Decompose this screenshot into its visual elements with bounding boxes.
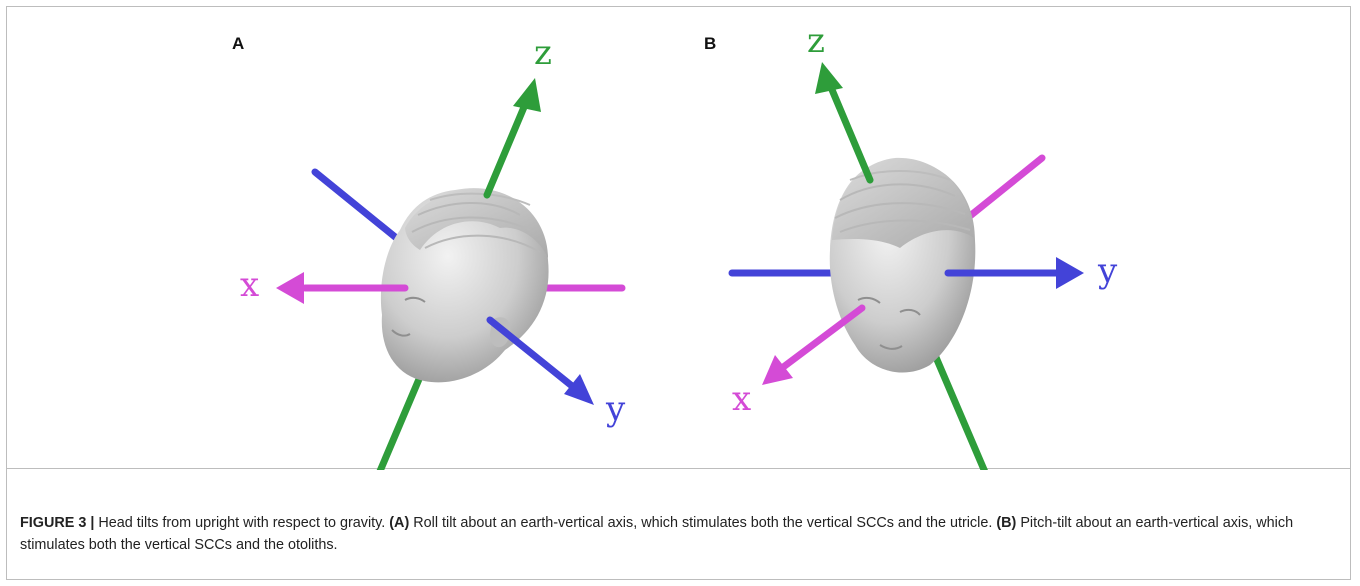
panel-b-graphic (728, 62, 1084, 470)
figure-frame (6, 6, 1351, 580)
panel-a-x-arrowhead (276, 272, 304, 304)
figure-number: FIGURE 3 | (20, 515, 95, 531)
panel-a-y-arrowhead (564, 374, 594, 405)
figure-illustration (276, 62, 1084, 470)
panel-a-z-label: z (534, 33, 552, 73)
panel-b-x-arrowhead (762, 355, 793, 385)
panel-b-z-axis-back (931, 351, 988, 470)
panel-b-z-arrowhead (815, 62, 843, 94)
panel-b-y-label: y (1098, 251, 1118, 291)
caption-b-label: (B) (996, 515, 1017, 531)
caption-intro: Head tilts from upright with respect to … (94, 515, 390, 531)
panel-a-z-axis-back (376, 361, 429, 470)
panel-b-x-label: x (732, 379, 752, 419)
panel-b-y-arrowhead (1056, 257, 1084, 289)
panel-a-graphic (276, 78, 626, 470)
panel-a-y-axis-front (486, 316, 576, 390)
panel-b-label: B (704, 34, 717, 53)
panel-b-head (829, 157, 976, 373)
panel-a-z-arrowhead (513, 78, 541, 112)
panel-b-z-label: z (807, 21, 825, 61)
panel-a-y-label: y (606, 389, 626, 429)
caption-a-text: Roll tilt about an earth-vertical axis, … (409, 515, 997, 531)
panel-b-x-axis-back (961, 154, 1046, 224)
panel-b-x-axis-front (778, 304, 866, 372)
panel-a-z-axis-front (483, 96, 531, 199)
panel-a-x-label: x (240, 265, 260, 305)
panel-a-label: A (232, 34, 245, 53)
caption-a-label: (A) (389, 515, 410, 531)
caption-b-text: Pitch-tilt about an earth-vertical axis,… (20, 515, 1294, 553)
caption-divider (6, 468, 1351, 469)
panel-a-y-axis-back (311, 168, 409, 249)
figure-caption: FIGURE 3 | Head tilts from upright with … (20, 512, 1342, 556)
panel-b-z-axis-front (826, 81, 874, 184)
